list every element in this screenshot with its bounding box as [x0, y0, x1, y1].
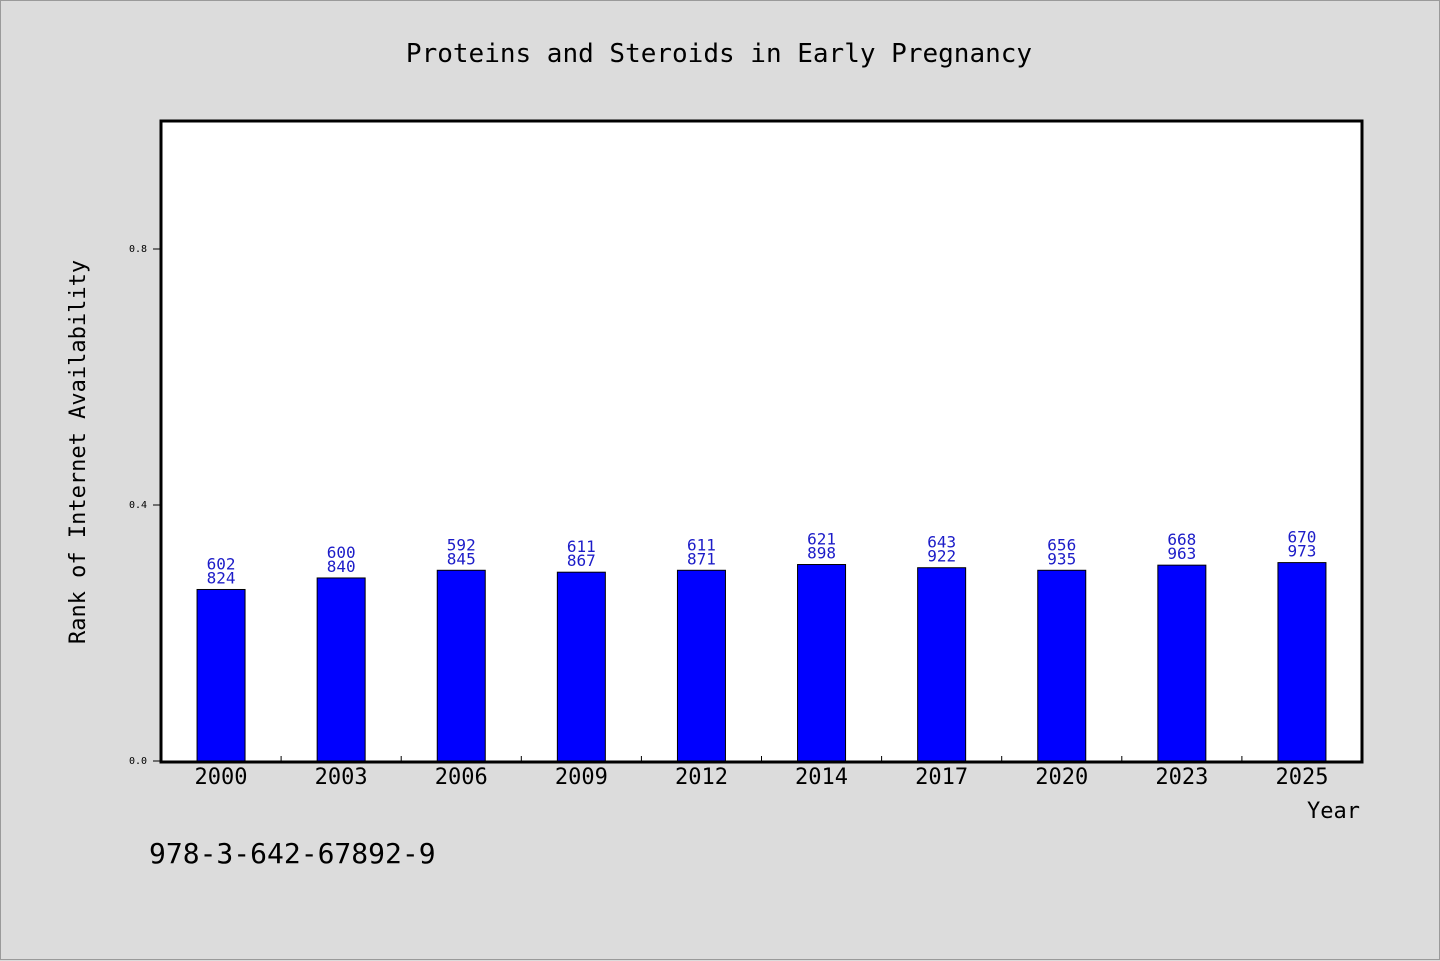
data-label-upper: 600 [327, 543, 356, 562]
x-tick-label: 2009 [555, 765, 608, 790]
isbn-text: 978-3-642-67892-9 [149, 837, 436, 870]
data-label-lower: 935 [1047, 549, 1076, 568]
data-label-lower: 922 [927, 547, 956, 566]
bar-2023 [1157, 564, 1207, 762]
data-label-lower: 824 [207, 568, 236, 587]
data-label-lower: 867 [567, 551, 596, 570]
data-label-lower: 898 [807, 544, 836, 563]
x-tick-label: 2025 [1275, 765, 1328, 790]
data-label-lower: 871 [687, 549, 716, 568]
bars [196, 562, 1327, 762]
data-labels: 6028246008405928456118676118716218986439… [207, 528, 1317, 588]
bar-2012 [676, 569, 726, 762]
data-label-upper: 611 [687, 535, 716, 554]
x-axis-separators [280, 756, 1243, 761]
bar-2017 [917, 567, 967, 762]
data-label-upper: 668 [1167, 530, 1196, 549]
x-tick-label: 2012 [675, 765, 728, 790]
y-axis-label: Rank of Internet Availability [66, 260, 91, 644]
y-tick-label: 0.8 [129, 244, 147, 255]
y-axis-ticks: 0.0 0.4 0.8 [129, 244, 162, 767]
x-tick-label: 2017 [915, 765, 968, 790]
data-label-upper: 656 [1047, 535, 1076, 554]
data-label-lower: 845 [447, 549, 476, 568]
bar-2014 [797, 564, 847, 762]
data-label-upper: 643 [927, 533, 956, 552]
data-label-upper: 602 [207, 554, 236, 573]
x-tick-label: 2003 [315, 765, 368, 790]
data-label-upper: 611 [567, 537, 596, 556]
data-label-lower: 963 [1167, 544, 1196, 563]
chart-title: Proteins and Steroids in Early Pregnancy [406, 39, 1032, 69]
data-label-lower: 840 [327, 557, 356, 576]
x-axis-tick-labels: 2000 2003 2006 2009 2012 2014 2017 2020 2023 2025 [195, 765, 1329, 790]
bar-2000 [196, 588, 246, 762]
data-label-upper: 670 [1287, 528, 1316, 547]
bar-2009 [556, 571, 606, 762]
y-tick-label: 0.4 [129, 500, 147, 511]
data-label-upper: 621 [807, 530, 836, 549]
x-tick-label: 2000 [195, 765, 248, 790]
data-label-lower: 973 [1287, 542, 1316, 561]
bar-2006 [436, 569, 486, 762]
bar-2003 [316, 577, 366, 762]
x-tick-label: 2023 [1155, 765, 1208, 790]
x-tick-label: 2020 [1035, 765, 1088, 790]
y-tick-label: 0.0 [129, 756, 147, 767]
x-axis-label: Year [1307, 799, 1360, 824]
x-tick-label: 2006 [435, 765, 488, 790]
bar-2025 [1277, 562, 1327, 762]
data-label-upper: 592 [447, 535, 476, 554]
x-tick-label: 2014 [795, 765, 848, 790]
bar-2020 [1037, 569, 1087, 762]
